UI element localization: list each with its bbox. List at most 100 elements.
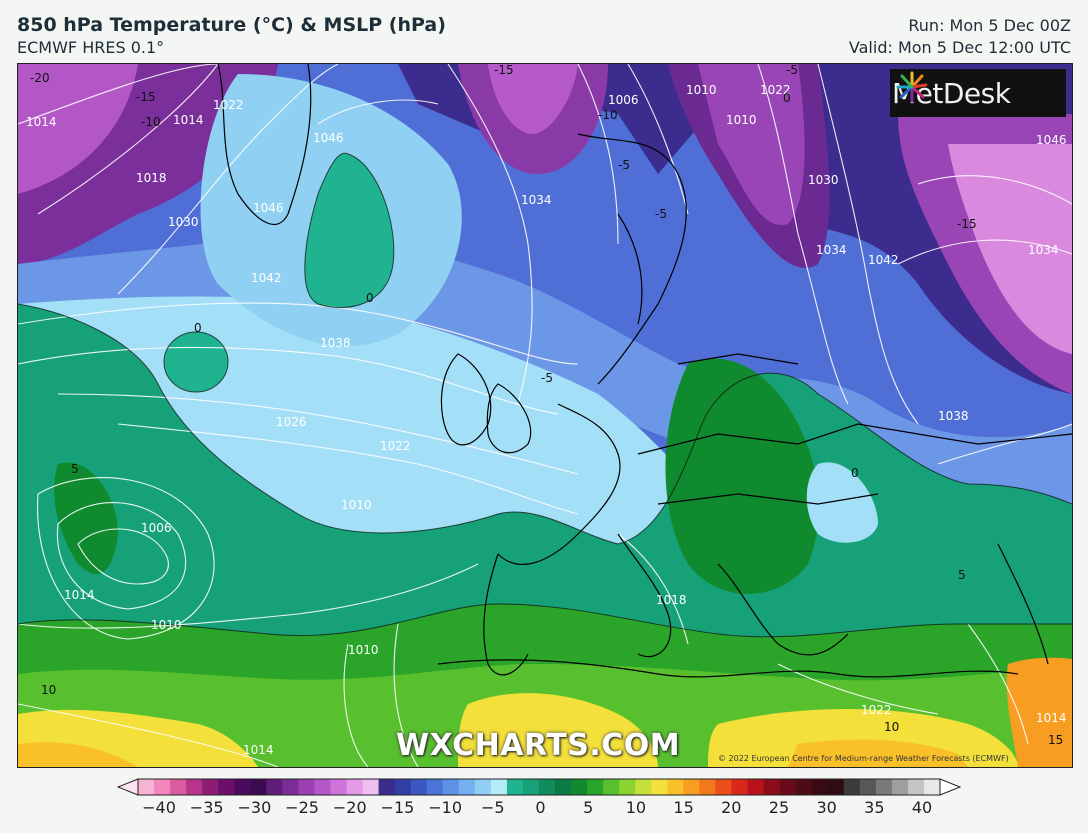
colorbar-swatch [346,779,364,795]
colorbar-swatch [458,779,476,795]
colorbar-swatch [138,779,155,795]
colorbar-swatch [571,779,588,795]
colorbar-swatch [170,779,187,795]
colorbar-swatch [442,779,460,795]
colorbar-swatch [859,779,877,795]
colorbar-swatch [827,779,845,795]
colorbar-tick-label: −30 [237,798,272,817]
colorbar-swatch [314,779,331,795]
isobar-label: 1042 [251,271,282,285]
colorbar-swatch [234,779,251,795]
temp-label: -15 [136,90,156,104]
temp-label: -10 [141,115,161,129]
isobar-label: 1022 [380,439,411,453]
map-field: 1014 1014 1022 1018 1030 1046 1046 1042 … [18,64,1072,767]
colorbar-min-arrow [116,778,139,796]
temp-label: 0 [366,291,374,305]
colorbar-tick-label: 20 [721,798,742,817]
colorbar-swatch [731,779,749,795]
temp-label: 0 [783,91,791,105]
colorbar-swatch [667,779,684,795]
colorbar-swatch [506,779,524,795]
isobar-label: 1018 [656,593,687,607]
colorbar-swatch [298,779,315,795]
colorbar-swatch [603,779,620,795]
colorbar-swatch [218,779,235,795]
colorbar-swatch [266,779,283,795]
color-scale: −40 −35 −30 −25 −20 −15 −10 −5 0 5 10 15 20 25 30 35 40 [0,770,1088,833]
colorbar-swatch [282,779,299,795]
colorbar-swatch [410,779,428,795]
metdesk-burst-icon [896,71,928,103]
colorbar-tick-label: −35 [189,798,224,817]
isobar-label: 1030 [808,173,839,187]
isobar-label: 1014 [243,743,274,757]
copyright-note: © 2022 European Centre for Medium-range … [718,754,1009,763]
chart-title: 850 hPa Temperature (°C) & MSLP (hPa) [17,14,446,36]
isobar-label: 1006 [608,93,639,107]
colorbar-swatch [490,779,508,795]
temp-label: -15 [957,217,977,231]
colorbar-swatch [587,779,604,795]
temp-label: 5 [958,568,966,582]
colorbar-swatch [539,779,556,795]
isobar-label: 1014 [26,115,57,129]
colorbar-max-arrow [939,778,962,796]
isobar-label: 1034 [1028,243,1059,257]
isobar-label: 1042 [868,253,899,267]
isobar-label: 1046 [313,131,344,145]
colorbar-swatch [426,779,444,795]
temp-label: 0 [194,321,202,335]
colorbar-swatch [202,779,219,795]
temp-label: 5 [71,462,79,476]
chart-header: 850 hPa Temperature (°C) & MSLP (hPa) EC… [0,0,1088,62]
isobar-label: 1038 [938,409,969,423]
temp-label: 10 [884,720,899,734]
colorbar-swatch [250,779,267,795]
colorbar-swatch [651,779,668,795]
colorbar-tick-label: 40 [911,798,933,817]
isobar-label: 1014 [1036,711,1067,725]
isobar-label: 1010 [341,498,372,512]
temp-label: 0 [851,466,859,480]
watermark: WXCHARTS.COM [396,728,681,763]
colorbar-swatch [362,779,380,795]
isobar-label: 1006 [141,521,172,535]
temp-label: -5 [655,207,667,221]
colorbar-swatch [747,779,765,795]
temp-label: -5 [541,371,553,385]
colorbar-swatch [891,779,909,795]
colorbar-swatch [330,779,348,795]
colorbar-swatch [779,779,797,795]
temp-label: -15 [494,64,514,77]
colorbar-swatch [715,779,732,795]
colorbar-swatch [907,779,925,795]
colorbar-swatch [522,779,540,795]
isobar-label: 1034 [521,193,552,207]
colorbar-tick-label: −25 [285,798,319,817]
metdesk-logo: MetDesk [890,69,1066,117]
isobar-label: 1030 [168,215,199,229]
colorbar-swatch [394,779,412,795]
isobar-label: 1046 [253,201,284,215]
isobar-label: 1022 [861,703,892,717]
colorbar-swatch [555,779,572,795]
isobar-label: 1038 [320,336,351,350]
isobar-label: 1010 [686,83,717,97]
colorbar-swatch [619,779,636,795]
temp-label: -5 [618,158,630,172]
colorbar-frame [137,778,941,796]
temp-label: 15 [1048,733,1063,747]
run-time: Run: Mon 5 Dec 00Z [908,16,1071,35]
colorbar-strip [116,778,962,796]
colorbar-swatch [474,779,492,795]
colorbar-swatch [843,779,861,795]
colorbar-swatch [683,779,700,795]
colorbar-tick-label: 0 [535,798,546,817]
colorbar-swatch [378,779,396,795]
colorbar-tick-label: −5 [481,798,505,817]
colorbar-swatch [699,779,716,795]
colorbar-swatch [635,779,652,795]
colorbar-swatch [154,779,171,795]
isobar-label: 1022 [760,83,791,97]
